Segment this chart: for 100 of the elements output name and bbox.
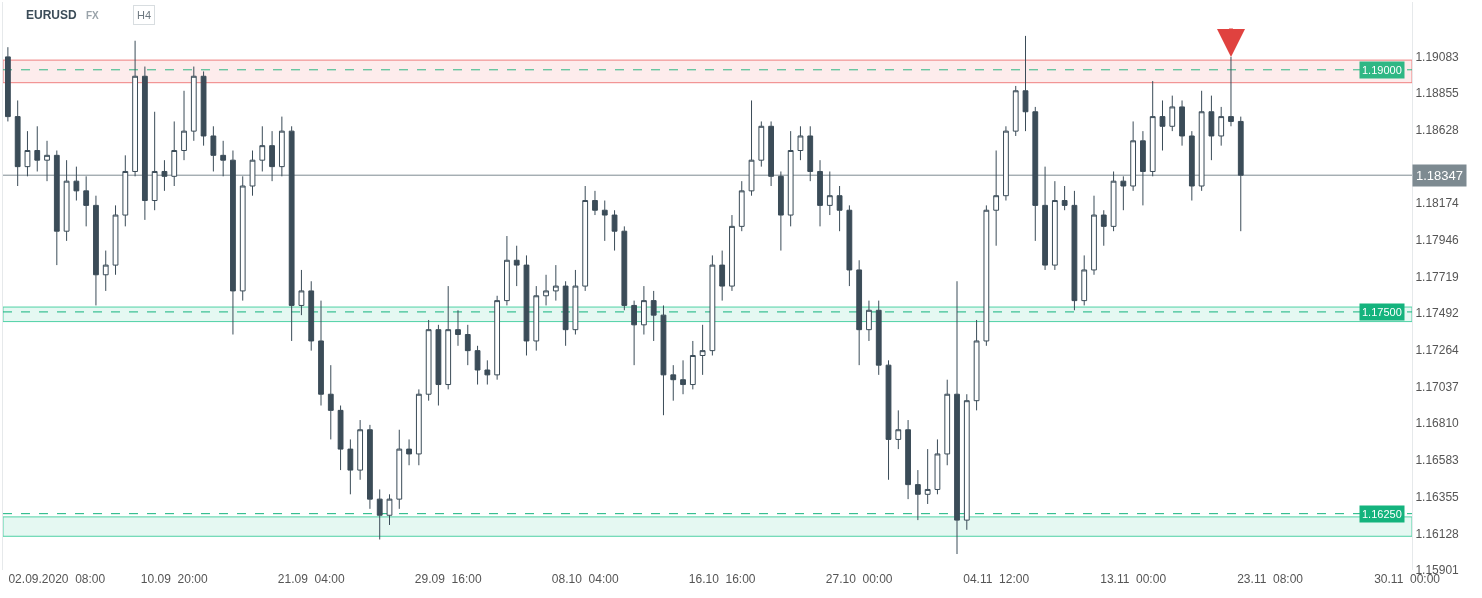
candlestick (611, 209, 618, 252)
x-tick-label: 08.10 04:00 (551, 572, 619, 586)
candlestick (866, 300, 872, 342)
y-tick-label: 1.18174 (1415, 196, 1460, 211)
candlestick (1188, 130, 1195, 202)
candlestick (249, 150, 256, 197)
y-tick-label: 1.17492 (1415, 306, 1460, 321)
candlestick (425, 319, 432, 402)
candlestick (582, 185, 589, 292)
candlestick (396, 429, 403, 510)
candlestick (729, 214, 735, 292)
x-tick-label: 10.09 20:00 (140, 572, 208, 586)
candlestick (758, 120, 765, 168)
y-tick-label: 1.17719 (1415, 269, 1460, 284)
candlestick (513, 245, 520, 287)
candlestick (455, 309, 461, 347)
candlestick (308, 280, 315, 352)
candlestick (376, 488, 383, 540)
candlestick (298, 269, 305, 316)
candlestick (533, 285, 540, 352)
candlestick (641, 285, 647, 335)
candlestick (1120, 175, 1127, 211)
candlestick (190, 66, 197, 142)
candlestick (171, 120, 178, 187)
candlestick (1169, 95, 1176, 132)
candlestick (719, 250, 726, 302)
candlestick (151, 111, 158, 211)
candlestick (905, 419, 911, 500)
candlestick (807, 125, 814, 182)
candlestick (435, 324, 442, 407)
candlestick (924, 448, 931, 505)
candlestick (954, 280, 960, 555)
candlestick (239, 175, 246, 302)
candlestick (386, 493, 393, 526)
candlestick (73, 166, 80, 202)
ref-line-label: 1.19000 (1362, 64, 1402, 76)
candlestick (1071, 190, 1078, 311)
candlestick (1237, 116, 1244, 232)
candlestick (934, 438, 941, 495)
candlestick (474, 345, 481, 386)
candlestick (689, 340, 696, 390)
candlestick (670, 364, 677, 402)
candlestick (797, 125, 804, 161)
candlestick (680, 359, 686, 395)
candlestick (660, 304, 667, 416)
candlestick (161, 159, 168, 192)
x-tick-label: 04.11 12:00 (963, 572, 1030, 586)
candlestick (592, 190, 598, 216)
candlestick (24, 130, 31, 177)
candlestick (983, 204, 990, 347)
candlestick (1081, 254, 1088, 306)
candlestick (367, 424, 373, 510)
candlestick (738, 180, 745, 232)
candlestick (1208, 95, 1215, 161)
x-tick-label: 23.11 08:00 (1237, 572, 1304, 586)
candlestick (83, 175, 90, 227)
y-tick-label: 1.16128 (1415, 526, 1460, 541)
candlestick (963, 393, 970, 531)
candlestick (1042, 166, 1048, 271)
candlestick (787, 130, 794, 227)
candlestick (34, 125, 41, 172)
candlestick (327, 364, 334, 440)
x-tick-label: 29.09 16:00 (414, 572, 482, 586)
candlestick (318, 300, 324, 407)
y-tick-label: 1.18855 (1415, 86, 1460, 101)
candlestick (357, 419, 364, 481)
candlestick (259, 125, 266, 172)
candlestick (93, 195, 99, 306)
candlestick (112, 204, 119, 276)
candlestick (817, 159, 823, 227)
y-tick-label: 1.16583 (1415, 453, 1460, 468)
candlestick (347, 438, 354, 495)
candlestick (210, 125, 217, 172)
candlestick (44, 140, 50, 182)
candlestick (1051, 180, 1058, 271)
y-tick-label: 1.17037 (1415, 379, 1460, 394)
candlestick (494, 295, 501, 381)
candlestick (415, 388, 422, 466)
candlestick (631, 300, 638, 366)
candlestick (1140, 130, 1146, 206)
ref-line-label: 1.18347 (1416, 168, 1463, 183)
candlestick (875, 300, 882, 376)
candlestick (200, 70, 207, 147)
x-tick-label: 27.10 00:00 (825, 572, 893, 586)
candlestick (826, 170, 833, 216)
x-tick-label: 13.11 00:00 (1100, 572, 1167, 586)
candlestick (1149, 80, 1156, 177)
candlestick (484, 359, 491, 386)
candlestick (1159, 99, 1166, 151)
candlestick (102, 250, 109, 292)
candlestick (885, 359, 892, 481)
candlestick (337, 405, 344, 471)
candlestick (993, 150, 1000, 247)
candlestick (464, 324, 471, 366)
candlestick (836, 185, 843, 232)
candlestick (5, 46, 11, 122)
candlestick (141, 66, 148, 221)
ref-line-label: 1.16250 (1362, 508, 1402, 520)
annotation: EURUSD (26, 8, 78, 22)
candlestick (601, 200, 608, 242)
